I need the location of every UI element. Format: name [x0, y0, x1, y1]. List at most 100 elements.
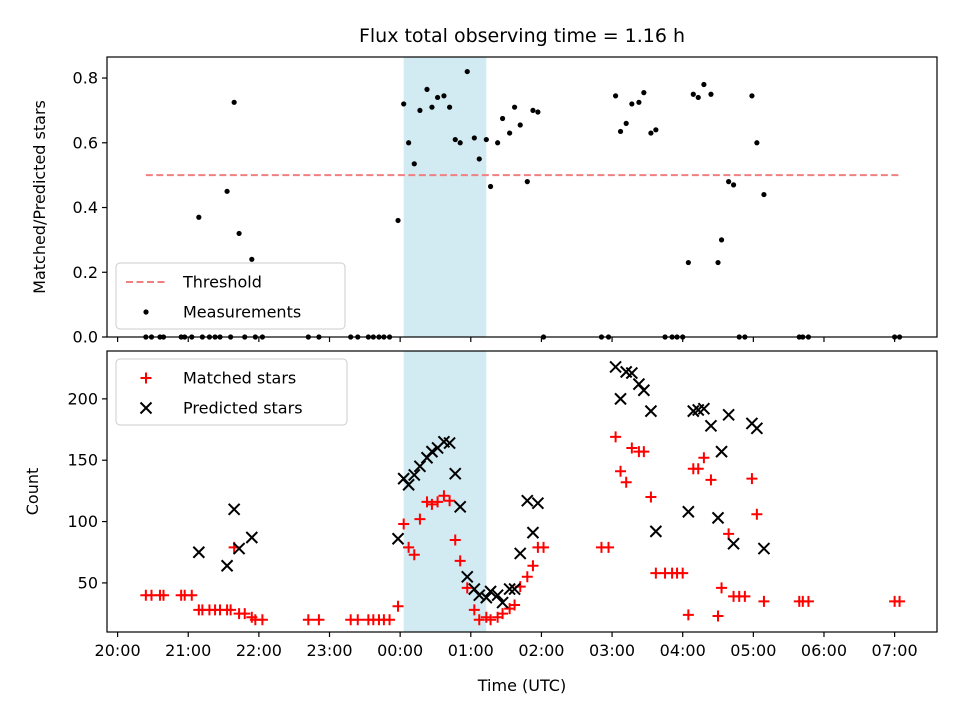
matched-star-point [682, 609, 694, 621]
measurement-point [749, 93, 755, 99]
predicted-star-point [531, 496, 545, 510]
matched-star-point [302, 614, 314, 626]
matched-star-point [758, 595, 770, 607]
matched-star-point [705, 474, 717, 486]
measurement-point [612, 93, 619, 99]
measurement-point [726, 179, 732, 185]
predicted-star-point [697, 402, 711, 415]
measurement-point [535, 109, 541, 115]
measurement-point [249, 256, 255, 262]
measurement-point [730, 182, 737, 188]
measurement-point [231, 99, 237, 105]
matched-star-point [746, 473, 758, 485]
legend-entry-label: Predicted stars [183, 399, 303, 418]
measurement-point [196, 214, 202, 220]
matched-star-point [638, 446, 650, 458]
predicted-star-point [453, 500, 467, 514]
matched-star-point [158, 589, 170, 601]
matched-star-point [497, 608, 509, 620]
predicted-star-point [461, 570, 474, 583]
measurement-point [617, 128, 624, 135]
matched-star-point [438, 490, 450, 502]
x-tick-label: 04:00 [660, 641, 706, 660]
matched-star-point [432, 496, 444, 508]
y-tick-label: 0.8 [73, 69, 98, 88]
predicted-star-point [220, 559, 234, 572]
chart-title: Flux total observing time = 1.16 h [359, 25, 685, 47]
predicted-star-point [402, 478, 415, 491]
matched-star-point [521, 571, 533, 583]
predicted-star-point [526, 526, 540, 539]
matched-star-point [352, 614, 364, 626]
measurement-point [441, 93, 447, 99]
y-axis-label: Count [23, 468, 42, 516]
y-tick-label: 200 [67, 389, 98, 408]
measurement-point [653, 127, 659, 133]
matched-star-point [426, 498, 438, 510]
measurement-point [417, 107, 423, 114]
matched-star-point [723, 528, 735, 540]
predicted-star-point [496, 596, 509, 609]
measurement-point [530, 107, 536, 114]
legend-matched-swatch [140, 372, 152, 384]
measurement-point [446, 104, 453, 110]
observing-interval-shade [403, 57, 487, 337]
plot-frame [106, 350, 938, 633]
observing-interval-shade [403, 351, 487, 632]
predicted-star-point [682, 505, 695, 518]
measurement-point [648, 130, 654, 136]
legend-predicted-swatch [139, 401, 153, 415]
legend-entry-label: Measurements [183, 303, 301, 322]
measurement-point [487, 183, 494, 190]
y-tick-label: 0.4 [73, 198, 98, 217]
measurement-point [434, 94, 441, 101]
y-tick-label: 0.6 [73, 133, 98, 152]
measurement-point [424, 86, 430, 92]
matched-star-point [620, 476, 632, 488]
legend-box [115, 262, 346, 330]
matched-star-point [468, 604, 480, 616]
matched-star-point [610, 431, 622, 443]
measurement-point [507, 130, 513, 136]
predicted-star-point [644, 404, 658, 418]
y-axis-label: Matched/Predicted stars [30, 100, 49, 294]
matched-star-point [509, 599, 521, 611]
measurement-point [761, 191, 767, 198]
matched-star-point [384, 614, 396, 626]
predicted-star-point [425, 445, 439, 458]
measurement-point [641, 90, 647, 96]
measurement-point [718, 237, 725, 243]
x-tick-label: 06:00 [801, 641, 847, 660]
measurement-point [715, 259, 721, 266]
measurement-point [471, 135, 477, 141]
predicted-star-point [413, 460, 427, 473]
measurement-point [517, 122, 523, 128]
matched-star-point [712, 610, 724, 622]
predicted-star-point [637, 384, 651, 397]
predicted-star-point [449, 467, 462, 480]
measurement-point [395, 217, 401, 224]
y-tick-label: 50 [78, 573, 98, 592]
matched-star-point [716, 582, 728, 594]
top-panel: 0.0 0.2 0.4 0.6 0.8 Matched/Predicted stars Th… [30, 56, 938, 347]
matched-star-point [313, 614, 325, 626]
predicted-star-point [408, 468, 421, 482]
matched-star-point [473, 614, 485, 626]
predicted-star-point [614, 392, 627, 406]
legend-box [115, 358, 348, 426]
x-tick-label: 20:00 [95, 641, 141, 660]
x-tick-label: 22:00 [236, 641, 282, 660]
matched-star-point [449, 534, 461, 546]
legend-measurement-swatch [143, 309, 149, 315]
series-0-markers [140, 431, 906, 626]
matched-star-point [421, 496, 433, 508]
predicted-star-point [711, 511, 725, 525]
legend: Threshold Measurements [115, 262, 346, 330]
measurement-point [685, 259, 691, 266]
predicted-star-point [443, 436, 456, 450]
measurement-point [511, 104, 518, 110]
matched-star-point [677, 567, 689, 579]
predicted-star-point [609, 360, 622, 374]
series-1-markers [192, 360, 771, 609]
predicted-star-point [232, 542, 246, 555]
